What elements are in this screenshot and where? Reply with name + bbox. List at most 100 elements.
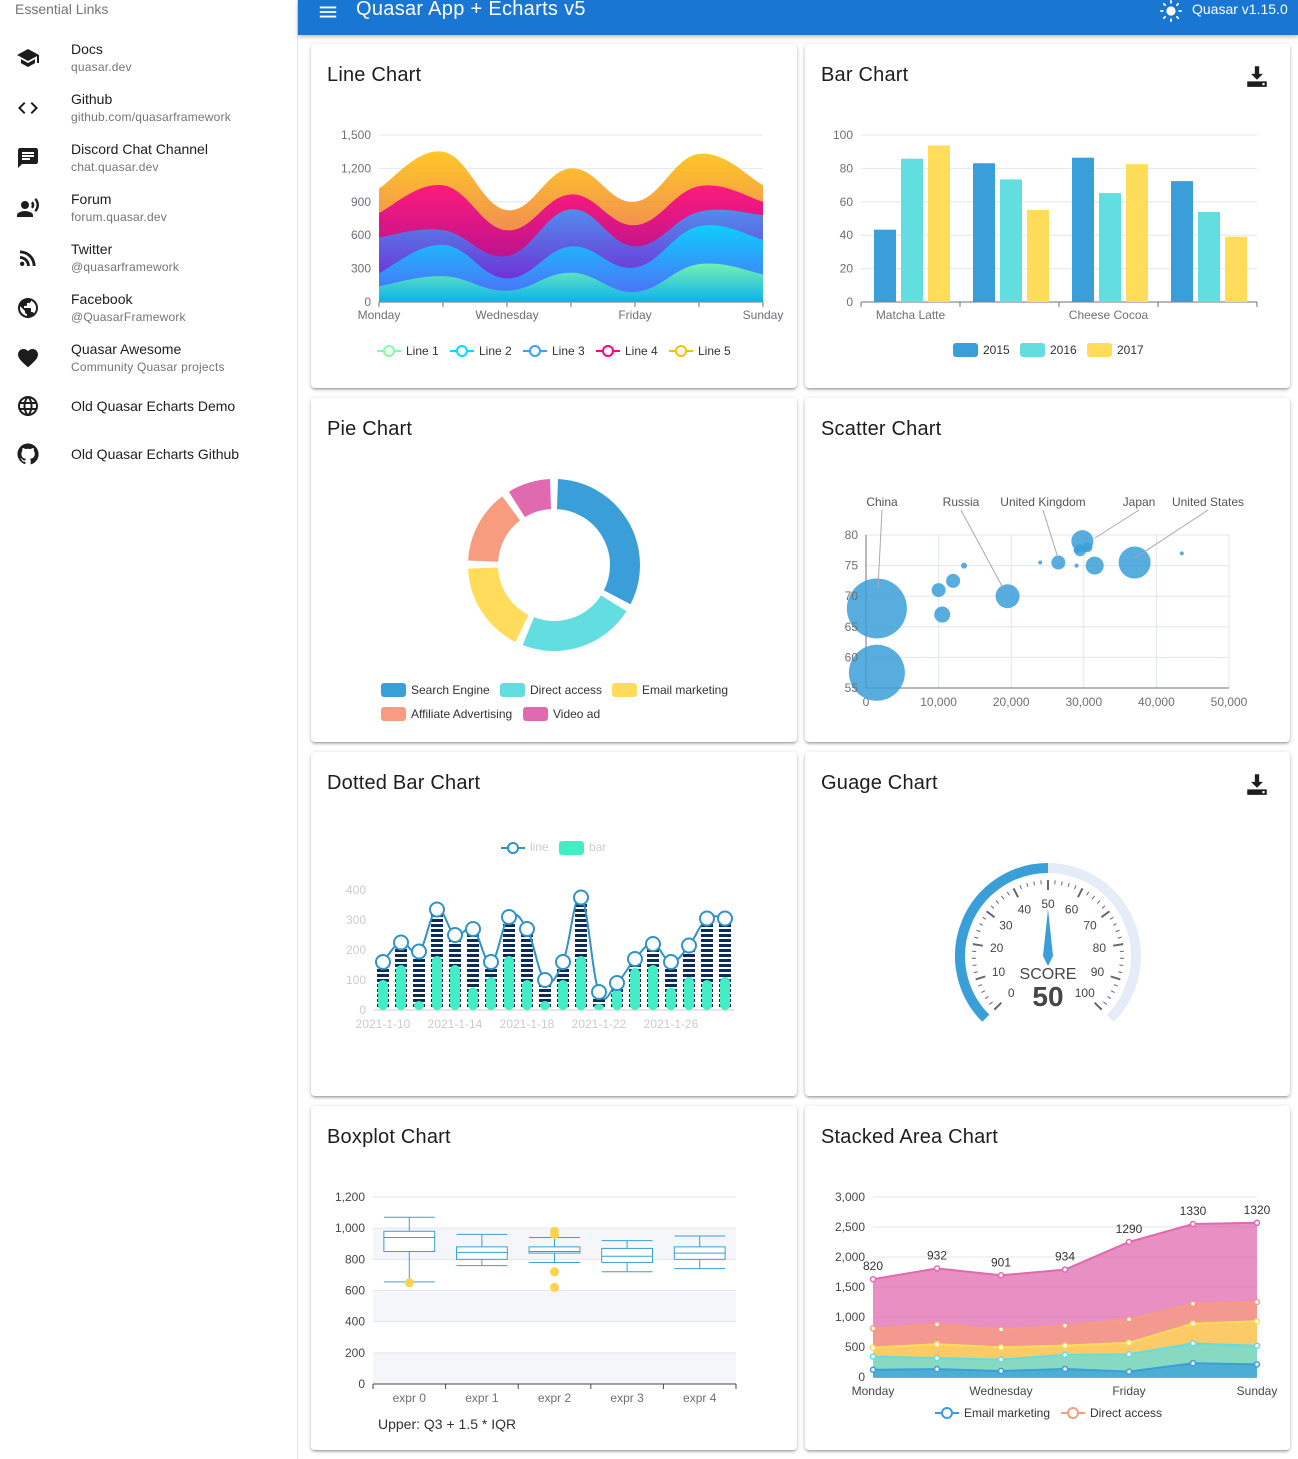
dotted-bar-segment [647,959,659,962]
legend-label: Email marketing [964,1406,1050,1420]
dotted-bar-segment [503,949,515,952]
tick-label: 1,000 [835,1310,865,1324]
dotted-bar-segment [521,964,533,967]
tick-label: 60 [840,195,854,209]
gauge-tick [1110,990,1115,994]
tick-label: 2,500 [835,1220,865,1234]
dotted-bar-segment [431,929,443,932]
pie-slice [466,493,523,564]
line-point [591,984,607,1000]
sidebar-item-title: Old Quasar Echarts Demo [71,398,236,414]
scatter-point [995,584,1020,609]
tick-label: 2021-1-10 [356,1017,411,1031]
line-point [519,921,535,937]
dotted-bar-segment [521,959,533,962]
dotted-bar-segment [485,969,497,972]
bar [928,145,950,302]
sidebar-item-docs[interactable]: Docs quasar.dev [0,34,297,82]
sidebar-item-discord-chat-channel[interactable]: Discord Chat Channel chat.quasar.dev [0,134,297,182]
bar [1126,164,1148,302]
gauge-chart-card: Guage Chart 0 10 20 30 40 50 60 70 80 90 100 SCORE 5… [805,752,1290,1096]
dotted-bar-segment [719,954,731,957]
dotted-bar-segment [701,949,713,952]
line-point [465,921,481,937]
gauge-tick [1067,882,1070,887]
card-title: Guage Chart [821,772,938,794]
series-point [933,1354,941,1362]
tick-label: 2,000 [835,1250,865,1264]
card-title: Line Chart [327,64,422,86]
dotted-bar-segment [575,929,587,932]
grid-band [373,1352,736,1384]
gauge-tick [1033,881,1035,886]
sidebar-item-twitter[interactable]: Twitter @quasarframework [0,234,297,282]
line-point [627,951,643,967]
sidebar-item-forum[interactable]: Forum forum.quasar.dev [0,184,297,232]
area-series [379,263,763,302]
tick-label: 70 [845,589,859,603]
brightness-icon[interactable] [1159,0,1183,22]
series-point [869,1366,877,1374]
tick-label: Matcha Latte [876,308,946,322]
legend-marker [1020,343,1045,357]
annotation-label: China [866,495,898,509]
legend-marker [529,345,541,357]
tick-label: expr 4 [683,1391,717,1405]
sidebar-header: Essential Links [15,1,109,17]
gauge-tick [1012,887,1019,898]
sidebar-item-title: Twitter [71,241,113,257]
gauge-tick [1119,964,1124,967]
box [455,1246,508,1260]
series-point [1189,1359,1197,1367]
legend-label: Line 1 [406,344,439,358]
dotted-bar-segment [665,984,677,987]
scatter-point [1118,546,1151,579]
dotted-bar-segment [413,979,425,982]
dotted-bar-segment [539,999,551,1002]
menu-icon[interactable] [316,1,340,23]
gauge-tick-label: 0 [1008,986,1015,1000]
sidebar-item-old-quasar-echarts-demo[interactable]: Old Quasar Echarts Demo [0,382,297,430]
bar [1198,211,1220,302]
bar-chart: 0 20 40 60 80 100 Matcha Latte Cheese Cocoa 2015… [833,128,1258,357]
dotted-bar-segment [719,949,731,952]
tick-label: 20 [840,262,854,276]
download-icon[interactable] [1244,771,1270,797]
dotted-bar-segment [449,944,461,947]
series-point [1125,1238,1133,1246]
dotted-bar-segment [683,969,695,972]
download-icon[interactable] [1244,63,1270,89]
sidebar-item-caption: github.com/quasarframework [71,110,231,124]
legend-label: Search Engine [411,683,490,697]
series-point [869,1344,877,1351]
gauge-tick [990,905,995,909]
line-point [429,901,445,918]
legend-label: Line 5 [698,344,731,358]
dotted-bar-segment [701,974,713,977]
card-title: Scatter Chart [821,418,942,440]
sidebar-item-old-quasar-echarts-github[interactable]: Old Quasar Echarts Github [0,430,297,478]
dotted-bar-segment [521,954,533,957]
series-point [1125,1339,1133,1347]
dotted-bar-segment [719,929,731,932]
bar [1000,179,1022,302]
sidebar-item-title: Github [71,91,113,107]
gauge-tick [1112,923,1117,926]
sidebar-item-github[interactable]: Github github.com/quasarframework [0,84,297,132]
gauge-tick [974,936,979,939]
gauge-tick [1006,891,1010,896]
dotted-bar-segment [395,959,407,962]
sidebar-item-facebook[interactable]: Facebook @QuasarFramework [0,284,297,332]
gauge-tick [995,900,1000,904]
sidebar-item-title: Forum [71,191,112,207]
tick-label: Sunday [1237,1384,1278,1398]
line-point [699,910,715,927]
bar [874,229,896,302]
legend-marker [507,842,519,854]
dotted-bar-segment [431,939,443,942]
sidebar-item-quasar-awesome[interactable]: Quasar Awesome Community Quasar projects [0,334,297,382]
dotted-bar-segment [413,994,425,997]
annotation-label: United Kingdom [1000,495,1085,509]
tick-label: 1,000 [335,1221,365,1235]
gauge-tick [1103,1001,1107,1005]
